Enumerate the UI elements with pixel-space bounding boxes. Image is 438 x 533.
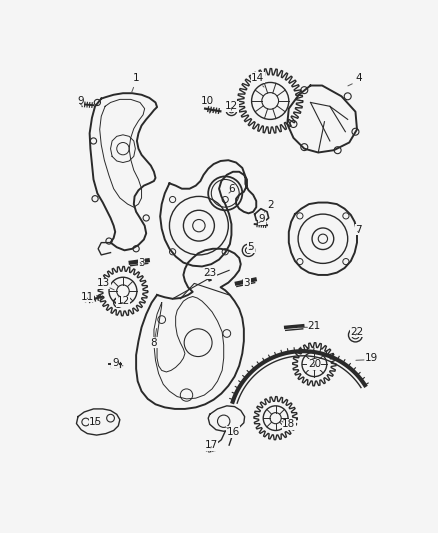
Text: 3: 3 <box>244 278 250 288</box>
Text: 19: 19 <box>364 353 378 363</box>
Text: 12: 12 <box>117 296 130 306</box>
Text: 3: 3 <box>138 257 145 268</box>
Text: 12: 12 <box>225 101 238 111</box>
Text: 14: 14 <box>251 73 265 83</box>
Text: 11: 11 <box>81 292 94 302</box>
Text: 9: 9 <box>112 358 119 368</box>
Text: 20: 20 <box>308 359 321 369</box>
Text: 10: 10 <box>201 96 214 106</box>
Text: 21: 21 <box>308 321 321 331</box>
Text: 22: 22 <box>350 327 364 337</box>
Text: 9: 9 <box>258 214 265 224</box>
Text: 15: 15 <box>89 417 102 427</box>
Text: 1: 1 <box>133 73 139 83</box>
Text: 18: 18 <box>282 419 295 429</box>
Text: 7: 7 <box>355 224 362 235</box>
Text: 17: 17 <box>205 440 218 450</box>
Text: 2: 2 <box>267 200 273 210</box>
Text: 6: 6 <box>228 184 235 195</box>
Text: 5: 5 <box>247 242 254 252</box>
Text: 16: 16 <box>226 427 240 437</box>
Text: 23: 23 <box>203 269 216 278</box>
Text: 13: 13 <box>97 278 110 288</box>
Text: 4: 4 <box>355 73 362 83</box>
Text: 8: 8 <box>151 338 157 348</box>
Text: 9: 9 <box>77 96 84 106</box>
